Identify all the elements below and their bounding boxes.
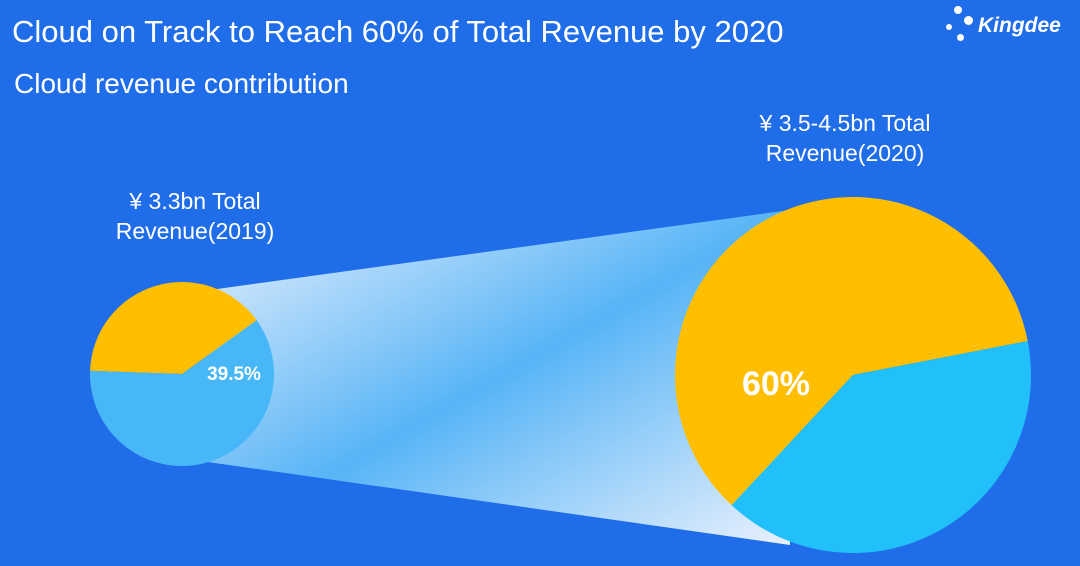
page-subtitle: Cloud revenue contribution xyxy=(14,68,349,99)
pie-2019-label: ¥ 3.3bn Total Revenue(2019) xyxy=(80,186,310,246)
pie-2020-label: ¥ 3.5-4.5bn Total Revenue(2020) xyxy=(710,108,980,168)
pie-2019-label-line: ¥ 3.3bn Total xyxy=(129,188,261,214)
pie-2019-slice-cloud xyxy=(90,282,257,374)
logo-dot-icon xyxy=(954,6,962,14)
kingdee-logo: Kingdee xyxy=(944,4,1074,46)
pie-2020: 60% xyxy=(675,196,1031,553)
pie-2020-slice-cloud xyxy=(675,196,1028,506)
pie-2019-label-line: Revenue(2019) xyxy=(115,218,275,244)
logo-dot-icon xyxy=(957,34,964,41)
logo-dot-icon xyxy=(946,24,952,30)
pie-2019: 39.5% xyxy=(89,282,275,467)
page-title: Cloud on Track to Reach 60% of Total Rev… xyxy=(12,14,784,49)
pie-2019-slice-label: 39.5% xyxy=(207,364,261,385)
pie-2020-slice-label: 60% xyxy=(742,365,810,403)
logo-text: Kingdee xyxy=(978,14,1061,37)
zoom-beam xyxy=(208,210,790,545)
pie-2020-label-line: Revenue(2020) xyxy=(765,140,925,166)
logo-dot-icon xyxy=(964,16,973,25)
pie-2019-slice-other xyxy=(89,320,275,467)
pie-2020-slice-other xyxy=(731,341,1031,553)
pie-2020-label-line: ¥ 3.5-4.5bn Total xyxy=(759,110,931,136)
